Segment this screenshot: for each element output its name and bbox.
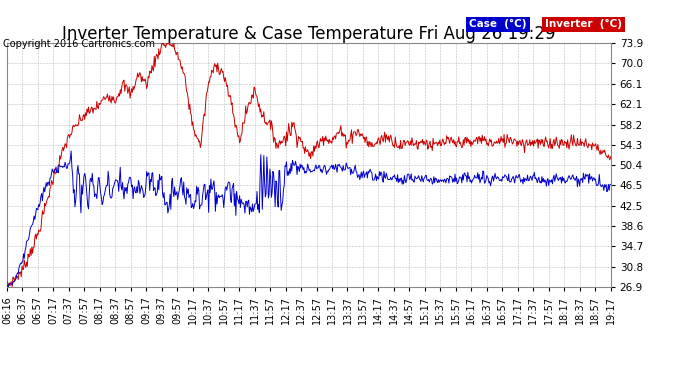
Title: Inverter Temperature & Case Temperature Fri Aug 26 19:29: Inverter Temperature & Case Temperature … [62, 25, 555, 43]
Text: Copyright 2016 Cartronics.com: Copyright 2016 Cartronics.com [3, 39, 155, 50]
Text: Case  (°C): Case (°C) [469, 20, 526, 29]
Text: Inverter  (°C): Inverter (°C) [545, 20, 622, 29]
